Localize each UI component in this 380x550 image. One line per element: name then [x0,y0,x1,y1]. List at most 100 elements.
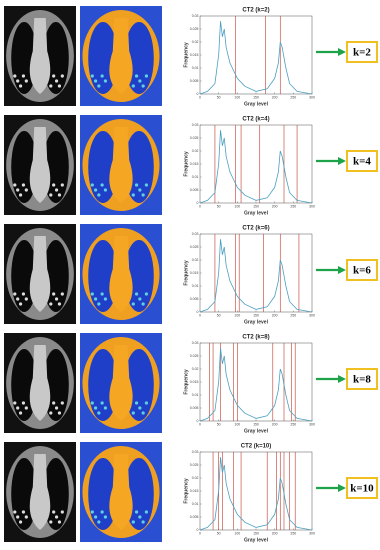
tissue-spot [144,183,149,187]
plot-area [199,233,313,313]
tissue-spot [24,406,28,410]
x-tick-label: 250 [290,95,296,99]
tissue-spot [97,302,101,306]
tissue-spot [93,188,98,192]
y-axis-label: Frequency [183,369,189,395]
y-tick-label: 0.01 [192,175,199,179]
tissue-spot [100,510,104,514]
tissue-spot [90,292,94,296]
x-tick-label: 0 [199,422,201,426]
x-tick-label: 0 [199,95,201,99]
x-tick-label: 50 [217,204,221,208]
x-tick-label: 50 [217,313,221,317]
tissue-spot [57,411,62,415]
tissue-spot [49,302,53,306]
y-tick-label: 0 [197,92,199,96]
arrow-head [338,157,346,165]
tissue-spot [144,401,149,405]
histogram-line [199,130,313,204]
y-axis-label: Frequency [183,478,189,504]
x-tick-label: 250 [290,204,296,208]
figure-row: CT2 (k=2) Gray level Frequency 0 50 100 150 200… [4,6,378,107]
tissue-spot [21,183,26,187]
tissue-spot [24,515,28,519]
tissue-spot [16,406,20,410]
tissue-spot [49,193,53,197]
tissue-spot [141,84,145,88]
tissue-spot [131,84,135,88]
y-tick-label: 0.01 [192,393,199,397]
tissue-spot [57,520,62,524]
arrow-head [338,48,346,56]
arrow-head [338,375,346,383]
tissue-spot [52,74,56,78]
y-tick-label: 0.015 [190,489,199,493]
chart-title: CT2 (k=4) [242,117,269,123]
x-axis-label: Gray level [244,319,269,325]
x-tick-label: 250 [290,422,296,426]
x-tick-label: 100 [234,531,240,535]
x-tick-label: 100 [234,204,240,208]
tissue-spot [97,520,101,524]
histogram-line [199,348,313,422]
figure-row: CT2 (k=4) Gray level Frequency 0 50 100 150 200… [4,115,378,216]
tissue-spot [103,297,108,301]
tissue-spot [93,297,98,301]
tissue-spot [21,401,26,405]
tissue-spot [24,188,28,192]
tissue-spot [97,193,101,197]
y-tick-label: 0.02 [192,149,199,153]
tissue-spot [18,411,23,415]
y-tick-label: 0.03 [192,14,199,18]
label-box [346,150,378,172]
y-tick-label: 0.02 [192,476,199,480]
tissue-spot [97,411,101,415]
tissue-spot [18,193,23,197]
tissue-spot [54,297,59,301]
tissue-spot [49,411,53,415]
tissue-spot [134,510,139,514]
y-tick-label: 0.02 [192,367,199,371]
y-tick-label: 0.03 [192,232,199,236]
k-label: k=2 [353,47,371,59]
tissue-spot [97,84,101,88]
x-tick-label: 150 [253,313,259,317]
tissue-spot [131,520,135,524]
tissue-spot [18,520,23,524]
y-tick-label: 0.015 [190,271,199,275]
x-axis-label: Gray level [244,101,269,107]
figure-row: CT2 (k=10) Gray level Frequency 0 50 100 150 20… [4,442,378,543]
y-tick-label: 0.02 [192,40,199,44]
tissue-spot [60,183,64,187]
tissue-spot [141,520,145,524]
k-label: k=10 [350,483,374,495]
tissue-spot [52,292,56,296]
tissue-spot [141,302,145,306]
x-tick-label: 0 [199,531,201,535]
y-tick-label: 0.025 [190,463,199,467]
y-tick-label: 0.025 [190,245,199,249]
tissue-spot [131,411,135,415]
tissue-spot [54,515,59,519]
tissue-spot [103,406,108,410]
tissue-spot [138,188,142,192]
plot-area [199,15,313,95]
k-label: k=6 [353,265,371,277]
y-tick-label: 0 [197,419,199,423]
y-tick-label: 0.01 [192,502,199,506]
tissue-spot [100,401,104,405]
x-tick-label: 100 [234,422,240,426]
tissue-spot [141,411,145,415]
x-tick-label: 0 [199,204,201,208]
tissue-spot [90,510,94,514]
tissue-spot [90,401,94,405]
k-label: k=4 [353,156,371,168]
tissue-spot [60,510,64,514]
tissue-spot [49,84,53,88]
label-box [346,259,378,281]
tissue-spot [141,193,145,197]
heart [29,345,51,421]
heart [109,127,133,203]
tissue-spot [103,79,108,83]
tissue-spot [134,401,139,405]
